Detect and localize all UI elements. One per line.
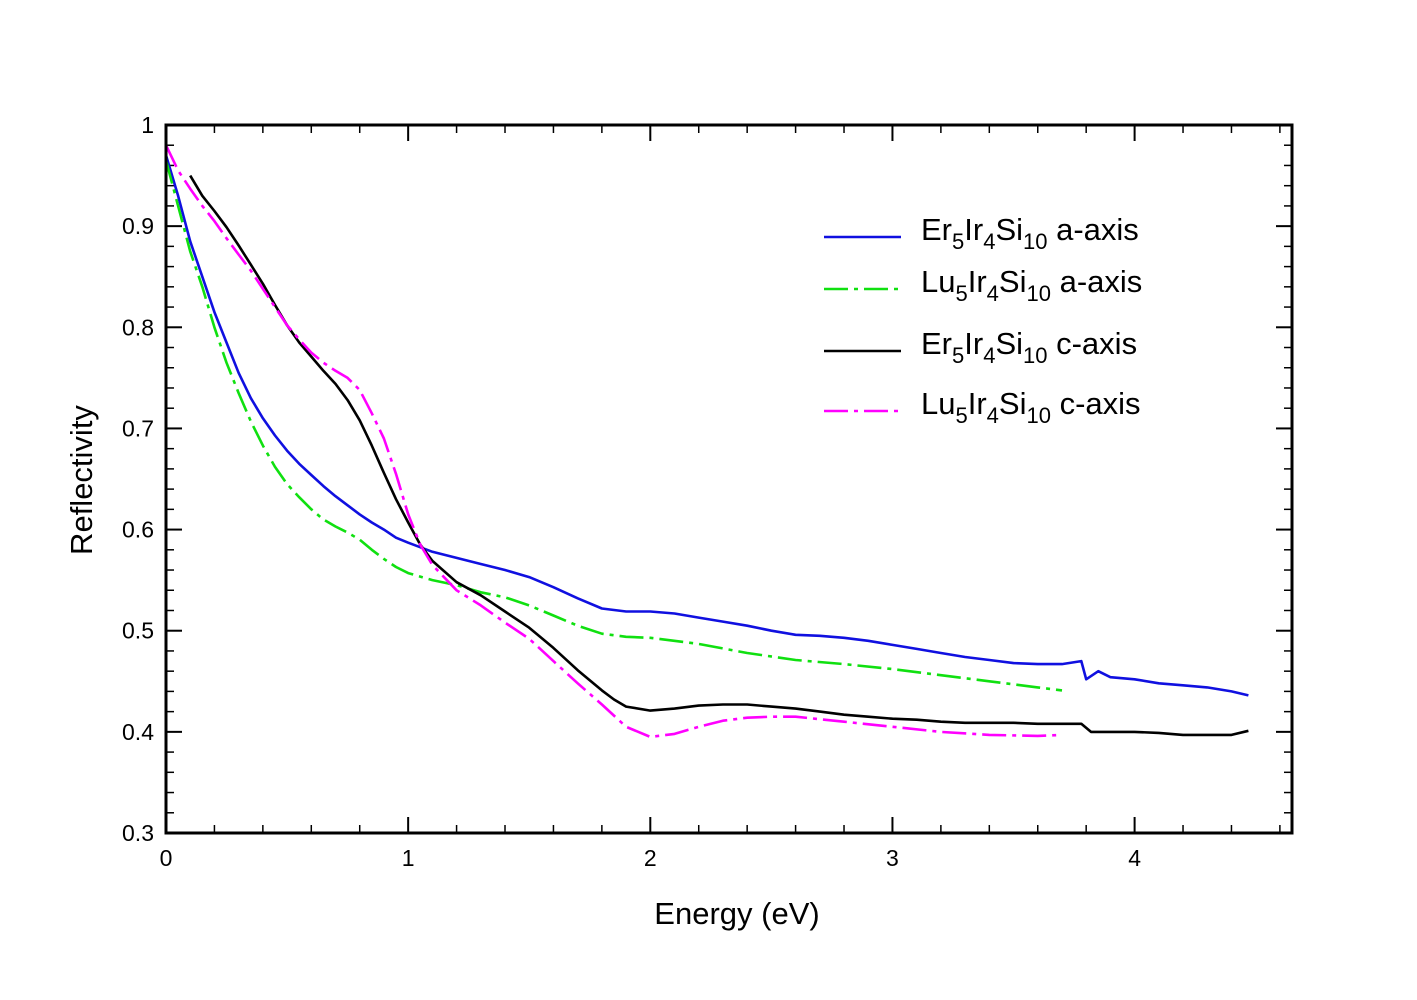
x-tick-label: 3	[886, 845, 899, 871]
y-tick-label: 0.8	[122, 314, 154, 340]
y-tick-label: 0.9	[122, 213, 154, 239]
legend-label-2: Lu5Ir4Si10 a-axis	[921, 264, 1142, 306]
x-tick-label: 1	[402, 845, 415, 871]
tick-labels: 0 1 2 3 4 0.3 0.4 0.5 0.6 0.7 0.8 0.9 1	[122, 112, 1141, 871]
x-tick-label: 0	[160, 845, 173, 871]
x-tick-label: 4	[1128, 845, 1141, 871]
x-tick-label: 2	[644, 845, 657, 871]
legend-label-1: Er5Ir4Si10 a-axis	[921, 212, 1139, 254]
y-axis-title: Reflectivity	[64, 405, 99, 555]
plot-frame	[164, 123, 1294, 835]
plot-series	[164, 144, 1249, 739]
x-axis-title: Energy (eV)	[654, 896, 819, 931]
y-tick-label: 1	[141, 112, 154, 138]
y-tick-label: 0.7	[122, 415, 154, 441]
y-tick-label: 0.3	[122, 820, 154, 846]
legend-label-4: Lu5Ir4Si10 c-axis	[921, 386, 1141, 428]
legend-label-3: Er5Ir4Si10 c-axis	[921, 326, 1137, 368]
series-line-3	[189, 174, 1249, 737]
series-line-2	[164, 160, 1063, 692]
y-tick-label: 0.4	[122, 719, 154, 745]
y-tick-label: 0.5	[122, 618, 154, 644]
series-line-4	[164, 144, 1063, 739]
y-tick-label: 0.6	[122, 517, 154, 543]
legend: Er5Ir4Si10 a-axis Lu5Ir4Si10 a-axis Er5Ir4…	[824, 212, 1142, 428]
series-line-1	[164, 154, 1249, 697]
